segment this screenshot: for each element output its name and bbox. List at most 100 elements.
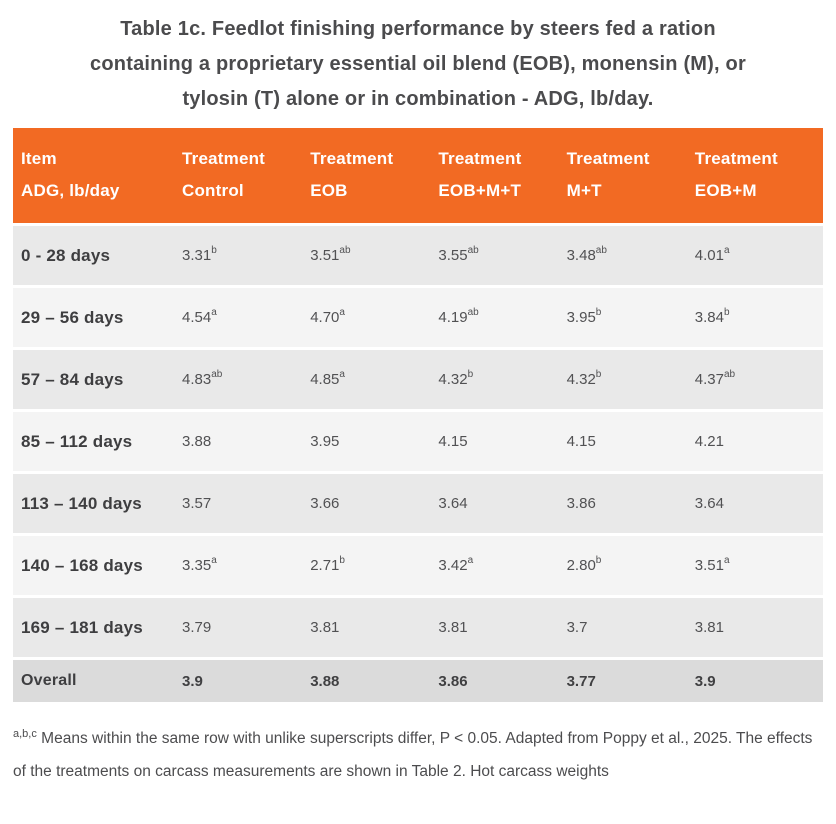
value-cell: 3.81 [310, 619, 438, 636]
value-text: 3.57 [182, 495, 212, 512]
table-caption-line-2: containing a proprietary essential oil b… [90, 53, 746, 75]
value-text: 3.9 [694, 672, 716, 690]
row-label: 140 – 168 days [21, 555, 143, 575]
value-text: 3.31 [182, 247, 212, 264]
value-cell: 2.71b [310, 555, 438, 575]
table-row: 29 – 56 days 4.54a 4.70a 4.19ab 3.95b 3.84b [13, 288, 823, 347]
value-superscript: a [724, 555, 730, 566]
value-cell: 3.84b [694, 307, 823, 327]
header-cell-eob-m: Treatment EOB+M [695, 143, 823, 207]
value-superscript: b [467, 369, 474, 380]
header-cell-eob-m-t: Treatment EOB+M+T [438, 143, 566, 207]
value-superscript: ab [211, 369, 223, 380]
value-cell: 3.81 [695, 619, 823, 636]
value-text: 4.32 [566, 371, 596, 388]
value-text: 3.35 [182, 557, 212, 574]
value-superscript: ab [467, 307, 479, 318]
value-text: 4.19 [438, 309, 468, 326]
value-cell: 4.19ab [438, 307, 566, 327]
value-text: 3.81 [438, 619, 468, 636]
value-superscript: a [339, 369, 345, 380]
value-cell: 4.83ab [182, 369, 310, 389]
value-text: 3.81 [310, 619, 340, 636]
header-control-line2: Control [182, 181, 244, 200]
value-cell: 4.54a [182, 308, 310, 327]
value-text: 3.84 [694, 309, 724, 326]
value-cell: 3.86 [567, 495, 695, 512]
value-cell: 3.35a [182, 555, 310, 575]
value-cell: 3.86 [438, 673, 566, 690]
value-cell: 3.31b [182, 246, 310, 265]
value-cell: 4.15 [567, 433, 695, 450]
value-text: 4.15 [438, 433, 468, 450]
header-item-line2: ADG, lb/day [21, 181, 120, 200]
value-cell: 3.79 [182, 619, 310, 636]
header-cell-eob: Treatment EOB [310, 143, 438, 207]
header-control-line1: Treatment [182, 149, 266, 168]
value-text: 4.37 [694, 371, 724, 388]
table-caption: Table 1c. Feedlot finishing performance … [0, 0, 836, 117]
value-superscript: a [339, 307, 345, 318]
value-text: 3.42 [438, 557, 468, 574]
value-text: 3.64 [694, 495, 724, 512]
header-eob-m-t-line2: EOB+M+T [438, 181, 522, 200]
row-label: 85 – 112 days [21, 431, 133, 451]
row-label: 113 – 140 days [21, 493, 142, 513]
value-superscript: ab [467, 245, 479, 256]
value-text: 3.9 [182, 672, 203, 690]
value-cell: 3.64 [438, 495, 566, 512]
header-cell-control: Treatment Control [182, 143, 310, 207]
value-superscript: b [724, 307, 730, 318]
header-item-line1: Item [21, 149, 57, 168]
value-cell: 2.80b [566, 556, 695, 575]
value-cell: 4.01a [695, 245, 823, 265]
header-m-t-line2: M+T [566, 181, 602, 200]
value-cell: 4.37ab [694, 369, 823, 389]
value-text: 4.21 [694, 433, 724, 450]
value-text: 3.81 [694, 619, 724, 636]
value-superscript: b [339, 555, 345, 566]
value-superscript: a [467, 555, 474, 566]
value-text: 4.83 [182, 371, 212, 388]
header-eob-line2: EOB [310, 181, 348, 200]
value-cell: 3.9 [695, 673, 823, 690]
value-cell: 3.48ab [567, 245, 695, 265]
value-text: 3.86 [566, 495, 596, 512]
value-cell: 3.42a [438, 555, 566, 575]
footnote-superscript: a,b,c [13, 727, 37, 740]
value-text: 3.95 [310, 433, 340, 450]
value-superscript: ab [724, 369, 736, 380]
header-eob-m-t-line1: Treatment [438, 149, 522, 168]
value-text: 2.71 [310, 557, 340, 574]
value-text: 4.54 [182, 309, 212, 326]
value-cell: 3.51ab [310, 245, 438, 265]
value-text: 3.66 [310, 495, 340, 512]
row-label: 57 – 84 days [21, 369, 124, 389]
feedlot-performance-table: Item ADG, lb/day Treatment Control Treat… [13, 128, 823, 702]
value-superscript: ab [595, 245, 607, 256]
value-text: 3.77 [566, 672, 596, 690]
value-text: 2.80 [566, 557, 596, 574]
value-text: 3.51 [694, 557, 724, 574]
row-label: 0 - 28 days [21, 245, 111, 265]
value-cell: 4.32b [566, 369, 695, 389]
value-text: 3.88 [182, 433, 212, 450]
value-cell: 3.88 [182, 433, 310, 450]
table-row: 140 – 168 days 3.35a 2.71b 3.42a 2.80b 3.51a [13, 536, 823, 595]
value-superscript: b [595, 369, 602, 380]
value-cell: 3.95 [310, 433, 438, 450]
value-cell: 3.88 [310, 673, 438, 690]
value-cell: 3.51a [694, 555, 823, 575]
value-superscript: a [724, 245, 730, 256]
value-cell: 3.95b [567, 308, 695, 327]
value-cell: 3.66 [310, 495, 438, 512]
value-text: 4.15 [566, 433, 596, 450]
table-caption-line-3: tylosin (T) alone or in combination - AD… [182, 88, 654, 110]
table-caption-line-1: Table 1c. Feedlot finishing performance … [120, 18, 716, 40]
value-text: 3.51 [310, 247, 340, 264]
value-cell: 4.70a [310, 307, 438, 327]
value-superscript: a [211, 555, 217, 566]
value-superscript: ab [339, 245, 351, 256]
value-cell: 3.64 [695, 495, 823, 512]
header-eob-m-line1: Treatment [694, 149, 778, 168]
